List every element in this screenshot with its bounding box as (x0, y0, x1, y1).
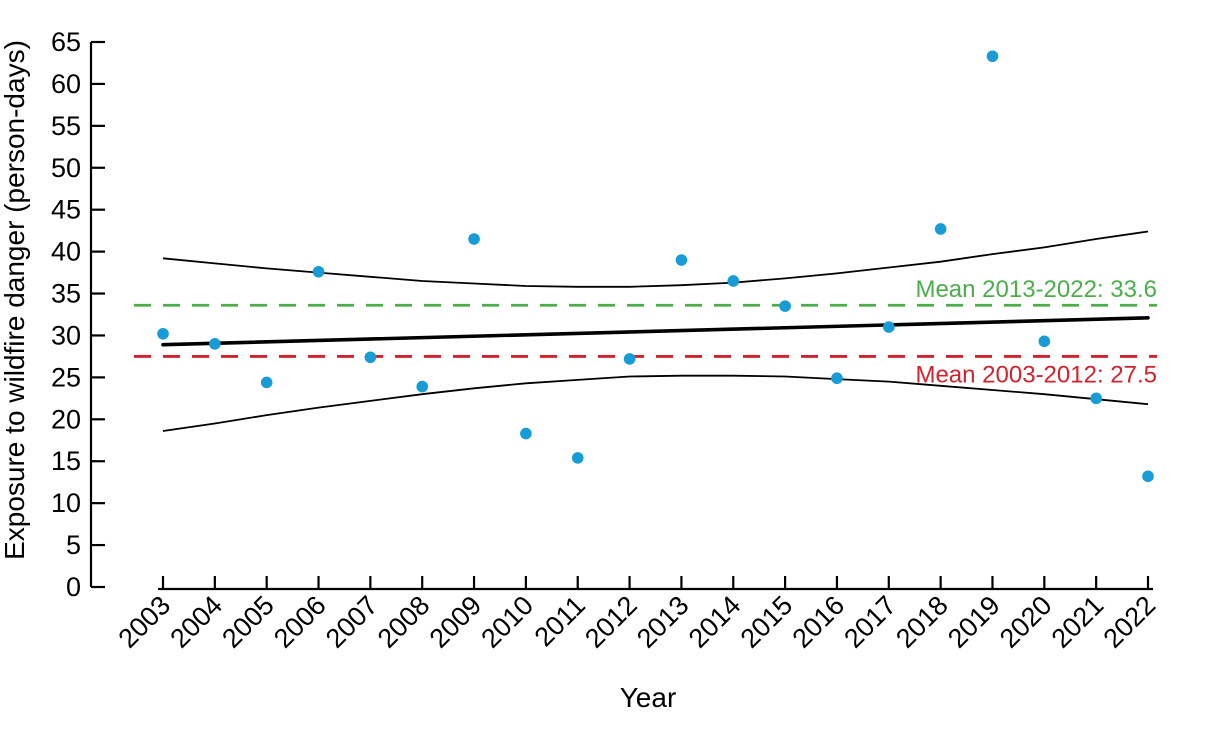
x-tick-label-2022: 2022 (1098, 590, 1162, 654)
x-tick-label-2017: 2017 (838, 590, 902, 654)
x-tick-label-2016: 2016 (786, 590, 850, 654)
x-tick-label-2006: 2006 (268, 590, 332, 654)
data-point-2017 (882, 321, 895, 333)
x-tick-label-2013: 2013 (631, 590, 695, 654)
data-point-2018 (934, 223, 947, 235)
y-tick-label-60: 60 (51, 69, 81, 99)
x-tick-label-2008: 2008 (372, 590, 436, 654)
y-tick-label-45: 45 (51, 195, 81, 225)
y-tick-label-15: 15 (51, 446, 81, 476)
data-point-2020 (1038, 335, 1051, 348)
x-tick-label-2019: 2019 (942, 590, 1006, 654)
x-tick-label-2009: 2009 (424, 590, 488, 654)
data-point-2012 (623, 353, 636, 365)
data-point-2019 (986, 50, 999, 63)
y-tick-label-25: 25 (51, 362, 81, 392)
data-point-2005 (260, 376, 273, 389)
x-tick-label-2015: 2015 (735, 590, 799, 654)
y-tick-label-20: 20 (51, 404, 81, 434)
x-tick-label-2018: 2018 (890, 590, 954, 654)
data-point-2011 (571, 452, 584, 464)
y-tick-label-10: 10 (51, 488, 81, 518)
y-tick-label-40: 40 (51, 237, 81, 267)
y-tick-label-35: 35 (51, 279, 81, 309)
data-point-2013 (675, 254, 688, 266)
mean-line-label-1: Mean 2003-2012: 27.5 (915, 361, 1157, 388)
data-point-2021 (1090, 392, 1102, 405)
data-point-2022 (1142, 470, 1154, 483)
y-tick-label-65: 65 (51, 27, 81, 57)
y-tick-label-30: 30 (51, 320, 81, 350)
data-point-2004 (209, 338, 221, 350)
y-tick-label-55: 55 (51, 111, 81, 141)
data-point-2003 (157, 327, 169, 340)
x-tick-label-2021: 2021 (1046, 590, 1110, 654)
data-point-2008 (416, 380, 429, 393)
data-point-2007 (364, 351, 377, 364)
x-tick-label-2003: 2003 (113, 590, 177, 654)
x-tick-label-2011: 2011 (529, 590, 591, 652)
x-tick-label-2012: 2012 (579, 590, 643, 654)
data-point-2006 (312, 265, 325, 278)
x-tick-label-2004: 2004 (164, 590, 228, 654)
data-point-2014 (727, 275, 740, 287)
x-tick-label-2014: 2014 (683, 590, 747, 654)
data-point-2016 (831, 372, 843, 385)
ci-lower-curve (162, 374, 1149, 432)
x-tick-label-2005: 2005 (216, 590, 280, 654)
x-axis-title: Year (620, 682, 677, 713)
data-point-2015 (779, 300, 791, 312)
mean-line-label-0: Mean 2013-2022: 33.6 (915, 276, 1157, 303)
x-tick-label-2007: 2007 (320, 590, 384, 654)
y-tick-label-5: 5 (66, 530, 81, 560)
data-point-2010 (520, 427, 532, 440)
y-axis-title: Exposure to wildfire danger (person-days… (0, 40, 30, 560)
x-tick-label-2010: 2010 (475, 590, 539, 654)
x-tick-label-2020: 2020 (994, 590, 1058, 654)
series-layer: Mean 2013-2022: 33.6 Mean 2003-2012: 27.5 (134, 50, 1157, 483)
y-tick-label-50: 50 (51, 153, 81, 183)
trend-line (161, 316, 1150, 347)
y-tick-label-0: 0 (66, 572, 81, 602)
data-point-2009 (468, 233, 480, 245)
ci-upper-curve (162, 230, 1149, 288)
